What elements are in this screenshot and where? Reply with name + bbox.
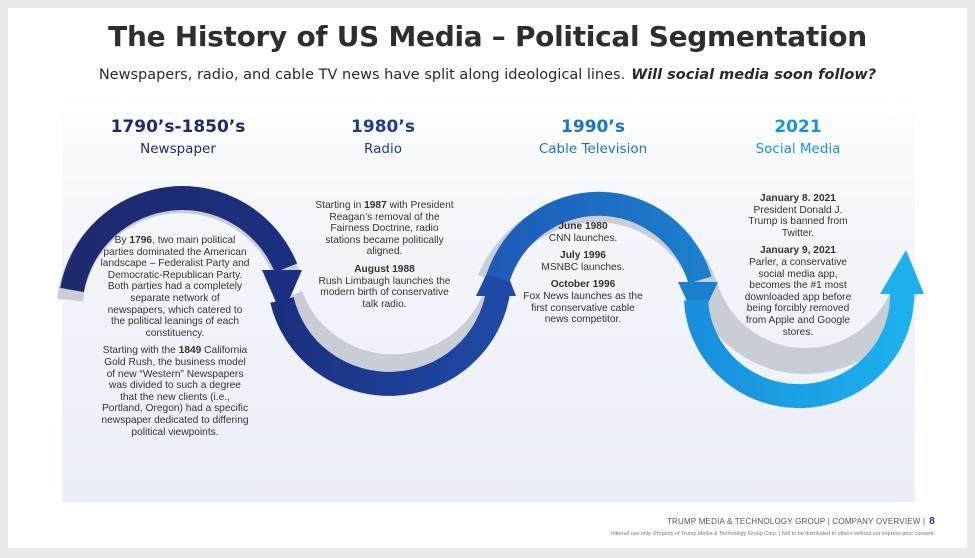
newspaper-p2-body: California Gold Rush, the business model…	[101, 345, 249, 438]
era-newspaper-name: Newspaper	[140, 141, 216, 157]
radio-p1-body: with President Reagan’s removal of the F…	[325, 200, 454, 258]
era-radio-year: 1980’s	[351, 117, 415, 137]
newspaper-para-2: Starting with the 1849 California Gold R…	[100, 345, 250, 438]
era-cable: 1990’s Cable Television	[508, 117, 678, 157]
cable-description: June 1980 CNN launches. July 1996 MSNBC la…	[523, 221, 643, 332]
footer-fineprint: Internal use only. Property of Trump Med…	[611, 531, 935, 537]
cable-e1-body: CNN launches.	[548, 232, 618, 244]
social-e2-date: January 9, 2021	[760, 245, 836, 257]
era-radio-name: Radio	[364, 141, 402, 157]
page-number: 8	[929, 516, 935, 527]
newspaper-p1-year: 1796	[129, 235, 153, 246]
radio-p2-date: August 1988	[354, 263, 415, 275]
era-radio: 1980’s Radio	[303, 117, 463, 157]
subtitle-emphasis: Will social media soon follow?	[631, 67, 877, 83]
arc-social	[684, 289, 915, 409]
era-social-year: 2021	[774, 117, 822, 137]
radio-p1-pre: Starting in	[315, 200, 365, 211]
newspaper-p2-pre: Starting with the	[102, 345, 179, 357]
social-e2-body: Parler, a conservative social media app,…	[744, 256, 852, 338]
newspaper-p1-body: , two main political parties dominated t…	[100, 235, 250, 339]
subtitle-text: Newspapers, radio, and cable TV news hav…	[98, 67, 626, 83]
era-social: 2021 Social Media	[718, 117, 878, 157]
newspaper-p2-year: 1849	[178, 345, 202, 357]
cable-event-3: October 1996 Fox News launches as the fir…	[523, 279, 643, 325]
cable-e3-body: Fox News launches as the first conservat…	[523, 290, 643, 326]
social-description: January 8. 2021 President Donald J. Trump…	[738, 193, 858, 344]
social-event-2: January 9, 2021 Parler, a conservative so…	[738, 245, 858, 338]
arrow-social-icon	[880, 250, 924, 294]
cable-event-2: July 1996 MSNBC launches.	[523, 250, 643, 273]
social-e1-body: President Donald J. Trump is banned from…	[748, 204, 848, 239]
arc-radio	[270, 289, 510, 396]
radio-para-1: Starting in 1987 with President Reagan’s…	[312, 200, 457, 258]
radio-description: Starting in 1987 with President Reagan’s…	[312, 200, 457, 316]
era-cable-year: 1990’s	[561, 117, 625, 137]
newspaper-description: By 1796, two main political parties domi…	[100, 235, 250, 444]
cable-e2-body: MSNBC launches.	[541, 261, 625, 273]
social-e1-date: January 8. 2021	[760, 193, 836, 204]
page-title: The History of US Media – Political Segm…	[108, 20, 867, 53]
arc-newspaper	[60, 186, 298, 293]
arc-cable	[486, 191, 712, 284]
cable-event-1: June 1980 CNN launches.	[523, 221, 643, 244]
radio-p1-year: 1987	[364, 200, 387, 211]
newspaper-p1-pre: By	[114, 235, 130, 246]
cable-e2-date: July 1996	[560, 250, 606, 262]
footer-company: TRUMP MEDIA & TECHNOLOGY GROUP | COMPANY…	[666, 517, 926, 526]
radio-para-2: August 1988 Rush Limbaugh launches the mo…	[312, 264, 457, 310]
era-newspaper: 1790’s-1850’s Newspaper	[88, 117, 268, 157]
social-event-1: January 8. 2021 President Donald J. Trump…	[738, 193, 858, 239]
era-cable-name: Cable Television	[538, 141, 648, 157]
footer: TRUMP MEDIA & TECHNOLOGY GROUP | COMPANY…	[667, 516, 935, 527]
cable-e3-date: October 1996	[550, 279, 616, 291]
arrow-newspaper-icon	[262, 270, 302, 316]
newspaper-para-1: By 1796, two main political parties domi…	[100, 235, 250, 339]
era-newspaper-year: 1790’s-1850’s	[110, 117, 246, 137]
era-social-name: Social Media	[755, 141, 841, 157]
page-subtitle: Newspapers, radio, and cable TV news hav…	[0, 67, 975, 83]
radio-p2-body: Rush Limbaugh launches the modern birth …	[318, 275, 451, 310]
cable-e1-date: June 1980	[558, 221, 608, 232]
